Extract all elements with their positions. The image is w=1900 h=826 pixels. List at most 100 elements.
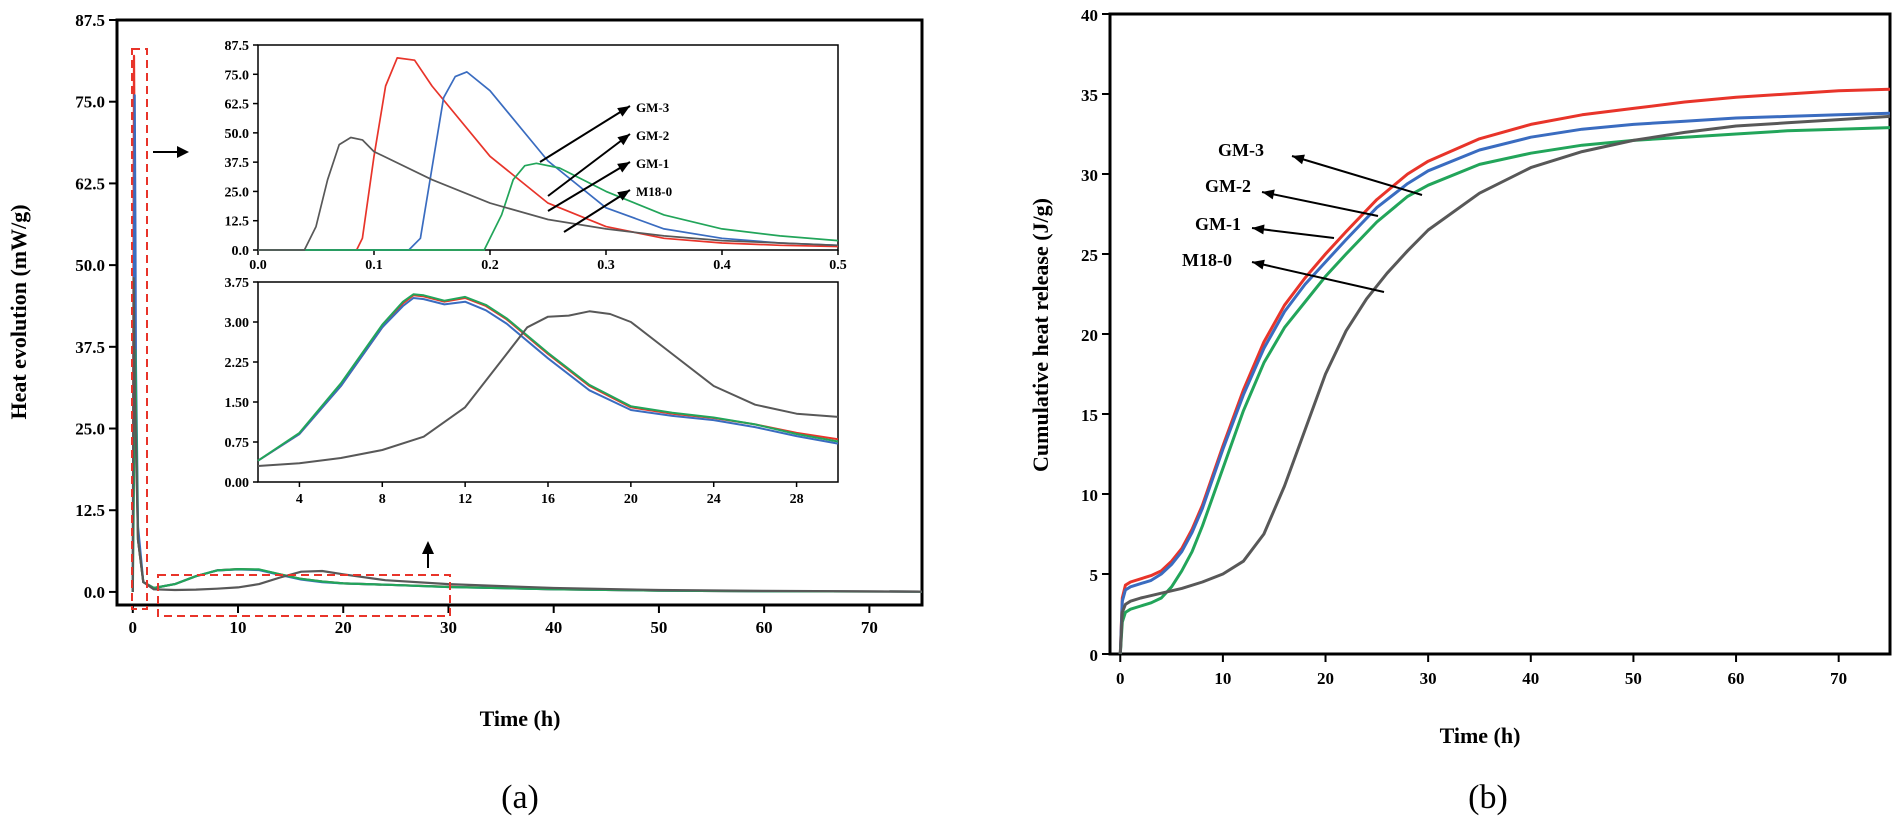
legend-label-gm-3: GM-3 [1218, 140, 1264, 160]
x-tick-label: 10 [230, 618, 247, 637]
y-tick-label: 30 [1081, 166, 1098, 185]
x-tick-label: 20 [624, 492, 638, 507]
x-tick-label: 0.3 [597, 258, 615, 273]
legend-arrow-gm-1-head [1252, 224, 1265, 235]
panel-b-xticks: 0 10 20 30 40 50 60 70 [1116, 654, 1847, 688]
panel-a-yticks: 0.0 12.5 25.0 37.5 50.0 62.5 75.0 87.5 [75, 11, 117, 602]
x-tick-label: 60 [1728, 669, 1745, 688]
y-tick-label: 1.50 [225, 396, 250, 411]
y-tick-label: 12.5 [225, 215, 250, 230]
inset-arrow-gm-3-line [539, 105, 631, 163]
series-line-gm-2 [258, 71, 839, 251]
y-tick-label: 5 [1090, 566, 1099, 585]
legend-arrow-gm-1-line [1251, 227, 1335, 239]
inset-top-ticks: 0.0 0.1 0.2 0.3 0.4 0.5 0.0 12.5 25.0 37.5 50.0 62.… [225, 39, 847, 273]
series-line-m18-0 [257, 310, 839, 467]
x-tick-label: 50 [650, 618, 667, 637]
inset-arrow-m18-0-line [563, 189, 631, 233]
y-tick-label: 40 [1081, 6, 1098, 25]
inset-arrow-m18-0-head [617, 190, 630, 201]
x-tick-label: 0.5 [829, 258, 847, 273]
y-tick-label: 0 [1090, 646, 1099, 665]
y-tick-label: 75.0 [75, 93, 105, 112]
panel-b-ylabel: Cumulative heat release (J/g) [1028, 198, 1053, 472]
inset-arrow-gm-3-head [617, 106, 630, 117]
x-tick-label: 0.1 [365, 258, 383, 273]
x-tick-label: 70 [861, 618, 878, 637]
inset-top: 0.0 0.1 0.2 0.3 0.4 0.5 0.0 12.5 25.0 37.5 50.0 62.… [225, 39, 847, 273]
y-tick-label: 62.5 [225, 98, 250, 113]
y-tick-label: 3.00 [225, 316, 250, 331]
panel-a-xticks: 0 10 20 30 40 50 60 70 [129, 605, 878, 637]
inset-arrow-gm-1-line [547, 161, 631, 212]
y-tick-label: 20 [1081, 326, 1098, 345]
x-tick-label: 0 [1116, 669, 1125, 688]
panel-a-frame [115, 18, 924, 607]
x-tick-label: 4 [296, 492, 303, 507]
inset-arrow-gm-1-head [617, 162, 630, 173]
x-tick-label: 0.0 [249, 258, 267, 273]
y-tick-label: 12.5 [75, 501, 105, 520]
inset-legend-gm-3: GM-3 [636, 100, 670, 115]
y-tick-label: 15 [1081, 406, 1098, 425]
y-tick-label: 87.5 [75, 11, 105, 30]
panel-b-xlabel: Time (h) [1440, 723, 1521, 748]
panel-a-series [131, 54, 923, 593]
x-tick-label: 12 [458, 492, 472, 507]
y-tick-label: 35 [1081, 86, 1098, 105]
inset-bottom-series [257, 293, 839, 467]
inset-bottom-frame [257, 281, 839, 483]
panel-b-series [1118, 87, 1891, 655]
y-tick-label: 87.5 [225, 39, 250, 54]
y-tick-label: 37.5 [225, 156, 250, 171]
inset-legend-m18-0: M18-0 [636, 184, 672, 199]
inset-arrow-gm-2-line [547, 133, 631, 197]
y-tick-label: 25.0 [75, 420, 105, 439]
x-tick-label: 8 [379, 492, 386, 507]
inset-arrow-gm-2-head [617, 134, 630, 146]
y-tick-label: 0.0 [232, 244, 250, 259]
x-tick-label: 20 [1317, 669, 1334, 688]
x-tick-label: 20 [335, 618, 352, 637]
panel-b-axes: 0 10 20 30 40 50 60 70 0 5 10 15 20 25 30 35 40 Time (h… [1028, 6, 1892, 748]
y-tick-label: 0.75 [225, 436, 250, 451]
panel-a-xlabel: Time (h) [480, 706, 561, 731]
y-tick-label: 10 [1081, 486, 1098, 505]
y-tick-label: 25.0 [225, 185, 250, 200]
y-tick-label: 3.75 [225, 276, 250, 291]
zoom-box-main [157, 574, 451, 617]
series-line-gm-2 [131, 94, 923, 593]
legend-arrow-gm-3-head [1292, 154, 1305, 165]
x-tick-label: 16 [541, 492, 555, 507]
legend-arrow-gm-2-line [1261, 191, 1379, 217]
x-tick-label: 10 [1214, 669, 1231, 688]
y-tick-label: 75.0 [225, 68, 250, 83]
y-tick-label: 50.0 [225, 127, 250, 142]
y-tick-label: 37.5 [75, 338, 105, 357]
inset-bottom: 4 8 12 16 20 24 28 0.00 0.75 1.50 2.25 3.00 3.75 [225, 276, 839, 507]
zoom-box-early [131, 48, 148, 610]
series-line-m18-0 [131, 277, 923, 593]
inset-legend-gm-2: GM-2 [636, 128, 669, 143]
panel-a-ylabel: Heat evolution (mW/g) [6, 204, 31, 419]
x-tick-label: 0.2 [481, 258, 499, 273]
panel-b-yticks: 0 5 10 15 20 25 30 35 40 [1081, 6, 1110, 665]
y-tick-label: 0.0 [84, 583, 105, 602]
legend-label-m18-0: M18-0 [1182, 250, 1232, 270]
legend-label-gm-1: GM-1 [1195, 214, 1241, 234]
x-tick-label: 30 [1420, 669, 1437, 688]
y-tick-label: 50.0 [75, 256, 105, 275]
legend-arrow-m18-0-line [1251, 261, 1385, 293]
legend-arrow-m18-0-head [1252, 259, 1265, 270]
series-line-gm-1 [258, 162, 839, 251]
inset-bottom-ticks: 4 8 12 16 20 24 28 0.00 0.75 1.50 2.25 3.00 3.75 [225, 276, 804, 507]
legend-label-gm-2: GM-2 [1205, 176, 1251, 196]
y-tick-label: 2.25 [225, 356, 250, 371]
panel-a-label: (a) [501, 779, 539, 816]
arrowhead-to-top-inset [177, 146, 189, 158]
series-line-gm-3 [1118, 87, 1891, 655]
x-tick-label: 0 [129, 618, 138, 637]
x-tick-label: 70 [1830, 669, 1847, 688]
series-line-gm-3 [258, 57, 839, 251]
